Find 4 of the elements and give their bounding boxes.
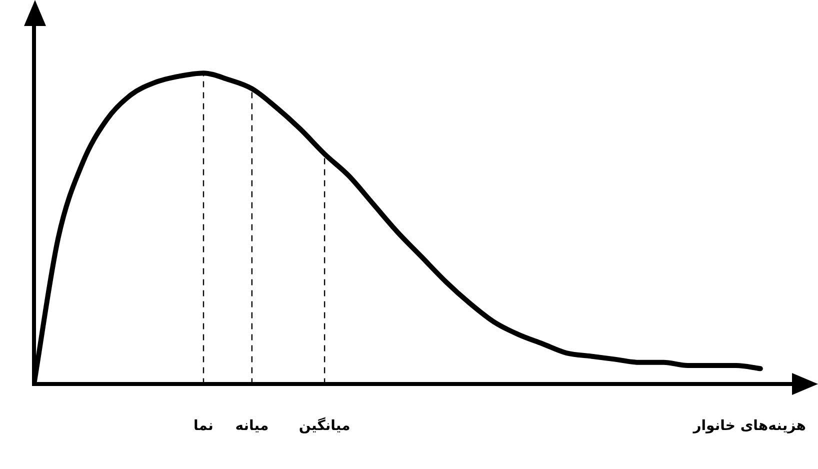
x-tick-label: میانه [235, 418, 269, 434]
x-tick-label: نما [194, 418, 214, 434]
x-tick-label: میانگین [298, 417, 350, 434]
x-axis-title: هزینه‌های خانوار [693, 418, 806, 434]
